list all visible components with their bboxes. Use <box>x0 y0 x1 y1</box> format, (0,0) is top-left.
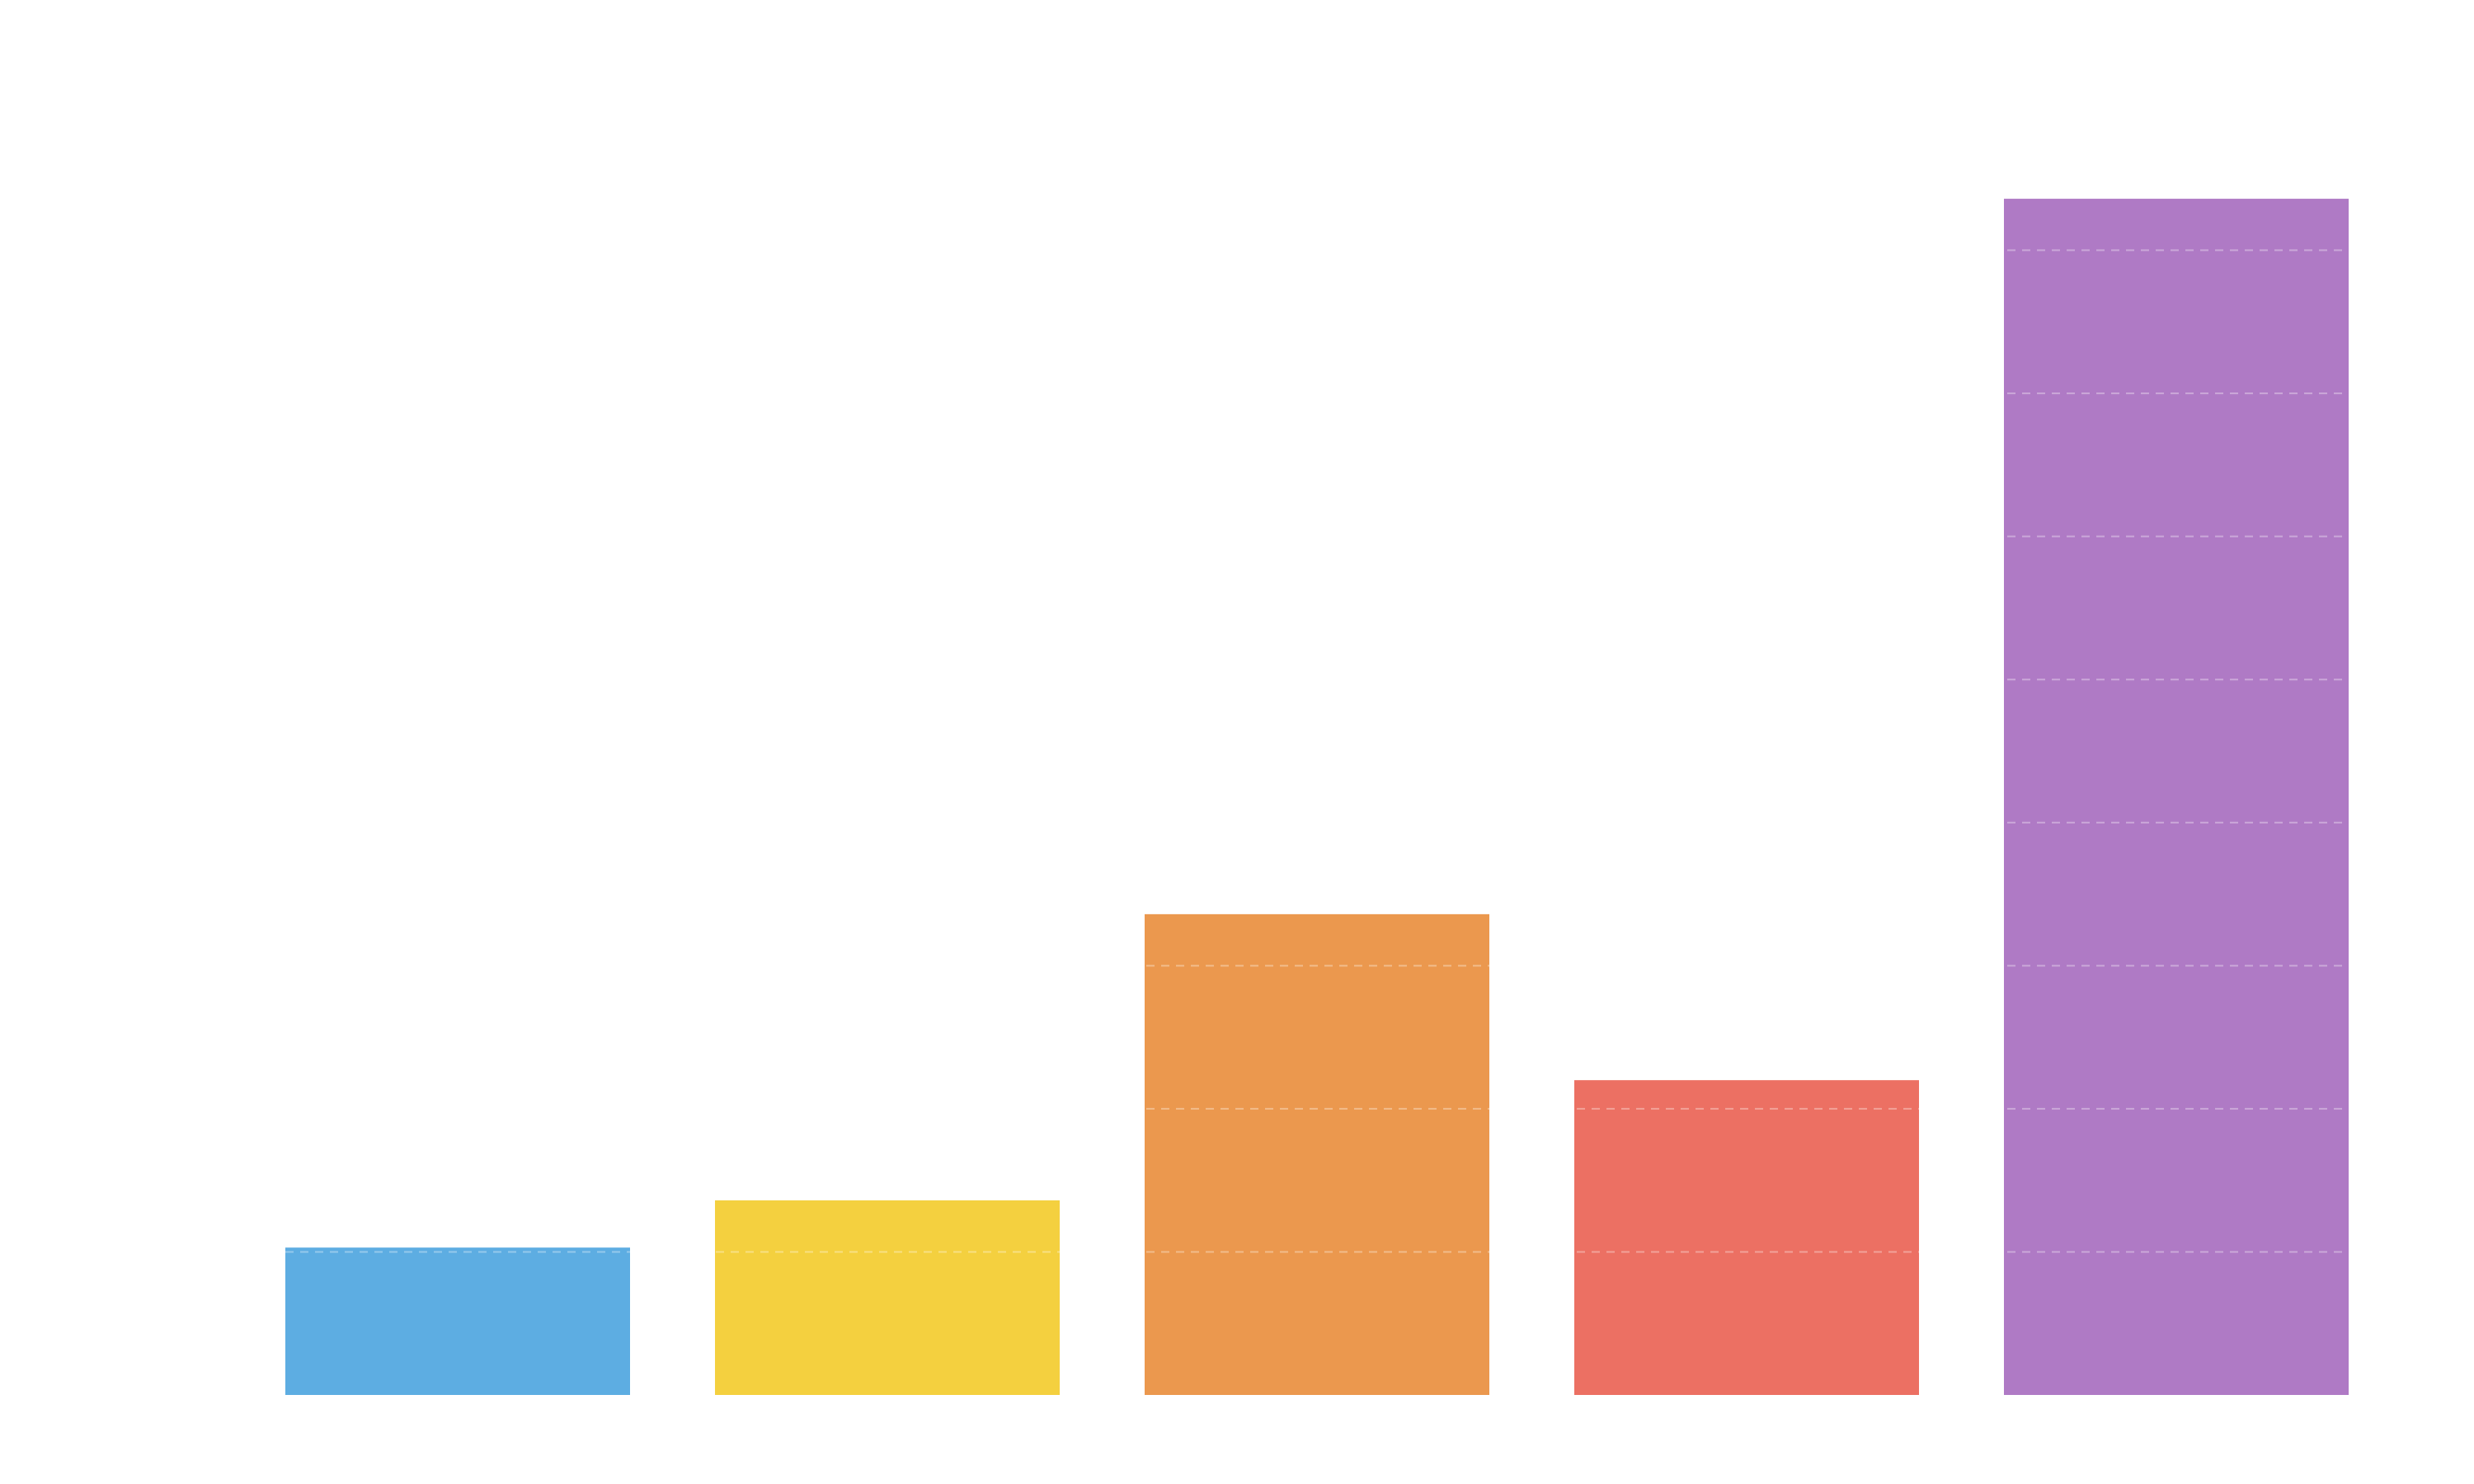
bar-2 <box>715 1200 1060 1395</box>
grid-layer <box>285 249 2349 1253</box>
bars-layer <box>285 199 2349 1395</box>
bar-3 <box>1145 913 1489 1395</box>
bar-4 <box>1574 1080 1919 1395</box>
bar-5 <box>2004 199 2349 1395</box>
bar-1 <box>285 1247 630 1395</box>
